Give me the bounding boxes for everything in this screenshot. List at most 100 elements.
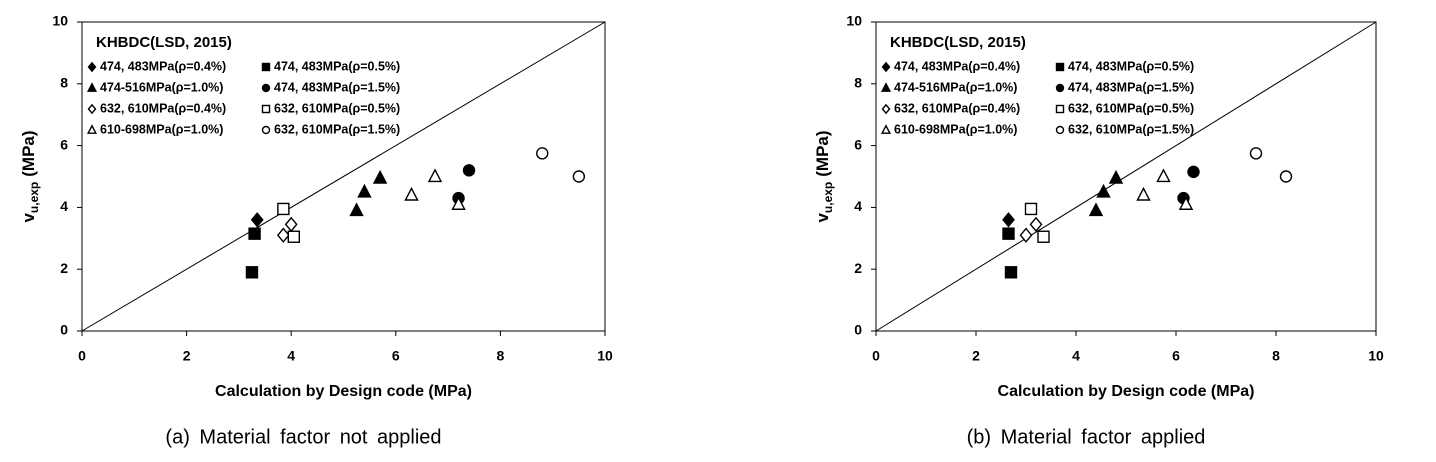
legend-label: 474-516MPa(ρ=1.0%) — [894, 80, 1017, 94]
plot-frame — [875, 21, 1377, 332]
data-point — [427, 168, 443, 183]
legend-label: 474, 483MPa(ρ=0.5%) — [274, 59, 400, 73]
y-label-main: v — [19, 213, 38, 223]
legend-label: 632, 610MPa(ρ=0.5%) — [274, 101, 400, 115]
x-tick-label: 0 — [78, 348, 86, 364]
legend-marker — [880, 82, 892, 92]
x-tick-label: 2 — [972, 348, 980, 364]
y-label-unit: (MPa) — [19, 130, 38, 176]
legend-marker — [86, 124, 98, 134]
data-point — [1178, 196, 1194, 210]
data-point — [1136, 186, 1151, 201]
data-point — [276, 227, 290, 243]
data-point — [1279, 170, 1293, 183]
legend-label: 632, 610MPa(ρ=1.5%) — [274, 122, 400, 136]
data-point — [1019, 227, 1033, 243]
data-point — [357, 183, 372, 198]
legend-marker — [261, 125, 271, 135]
legend-marker — [87, 61, 97, 73]
legend-label: 610-698MPa(ρ=1.0%) — [100, 122, 223, 136]
legend-marker — [1055, 62, 1065, 72]
y-label-sub: u,exp — [27, 182, 41, 213]
legend-marker — [1055, 83, 1065, 93]
legend-label: 632, 610MPa(ρ=0.5%) — [1068, 101, 1194, 115]
y-tick-label: 2 — [60, 260, 68, 276]
y-tick-label: 0 — [854, 322, 862, 338]
data-point — [277, 202, 290, 216]
x-tick-label: 4 — [1072, 348, 1080, 364]
data-point — [1002, 212, 1015, 228]
y-tick-label: 6 — [60, 136, 68, 152]
data-point — [1108, 169, 1124, 184]
reference-line — [81, 21, 606, 332]
y-tick-label: 10 — [846, 13, 862, 29]
legend-label: 610-698MPa(ρ=1.0%) — [894, 122, 1017, 136]
x-axis-label: Calculation by Design code (MPa) — [215, 383, 472, 400]
x-tick-label: 10 — [1368, 348, 1384, 364]
x-tick-label: 2 — [183, 348, 191, 364]
data-point — [1249, 147, 1263, 160]
data-point — [349, 202, 364, 217]
y-tick-label: 0 — [60, 322, 68, 338]
data-point — [1024, 202, 1038, 216]
legend-label: 632, 610MPa(ρ=0.4%) — [100, 101, 226, 115]
legend-marker — [881, 103, 891, 115]
data-point — [287, 230, 301, 243]
legend-marker — [1055, 125, 1065, 135]
data-point — [372, 169, 388, 184]
caption: (a) Material factor not applied — [165, 426, 441, 448]
legend-label: 474, 483MPa(ρ=1.5%) — [274, 80, 400, 94]
data-point — [1029, 216, 1043, 233]
y-tick-label: 4 — [854, 198, 862, 214]
x-tick-label: 0 — [872, 348, 880, 364]
legend-label: 632, 610MPa(ρ=0.4%) — [894, 101, 1020, 115]
legend-marker — [86, 82, 98, 92]
y-axis-label: vu,exp (MPa) — [813, 130, 835, 222]
data-point — [1004, 266, 1018, 279]
data-point — [1037, 230, 1050, 243]
legend-marker — [261, 104, 271, 114]
y-tick-label: 10 — [52, 13, 68, 29]
x-tick-label: 4 — [287, 348, 295, 364]
data-point — [451, 196, 466, 210]
data-point — [284, 216, 298, 233]
legend-marker — [261, 62, 271, 72]
data-point — [462, 164, 476, 177]
legend-label: 632, 610MPa(ρ=1.5%) — [1068, 122, 1194, 136]
y-label-unit: (MPa) — [813, 130, 832, 176]
legend-label: 474, 483MPa(ρ=0.4%) — [100, 59, 226, 73]
x-tick-label: 10 — [597, 348, 613, 364]
legend-marker — [880, 124, 892, 134]
x-tick-label: 8 — [1272, 348, 1280, 364]
legend-label: 474, 483MPa(ρ=1.5%) — [1068, 80, 1194, 94]
data-point — [245, 266, 259, 279]
legend-marker — [261, 83, 271, 93]
y-tick-label: 8 — [854, 75, 862, 91]
x-tick-label: 6 — [392, 348, 400, 364]
legend-label: 474, 483MPa(ρ=0.5%) — [1068, 59, 1194, 73]
y-tick-label: 4 — [60, 198, 68, 214]
y-label-sub: u,exp — [821, 182, 835, 213]
x-axis-label: Calculation by Design code (MPa) — [998, 383, 1255, 400]
x-tick-label: 8 — [497, 348, 505, 364]
reference-line — [875, 21, 1377, 332]
caption: (b) Material factor applied — [967, 426, 1206, 448]
plot-frame — [81, 21, 606, 332]
y-label-main: v — [813, 213, 832, 223]
legend-title: KHBDC(LSD, 2015) — [890, 34, 1026, 51]
data-point — [1002, 227, 1015, 240]
data-point — [1187, 165, 1200, 179]
legend-label: 474, 483MPa(ρ=0.4%) — [894, 59, 1020, 73]
y-axis-label: vu,exp (MPa) — [19, 130, 41, 222]
legend-marker — [1055, 104, 1065, 114]
x-tick-label: 6 — [1172, 348, 1180, 364]
data-point — [250, 212, 264, 228]
y-tick-label: 2 — [854, 260, 862, 276]
data-point — [572, 170, 586, 183]
data-point — [404, 186, 419, 201]
legend-marker — [87, 103, 97, 115]
data-point — [1156, 168, 1171, 183]
data-point — [536, 147, 549, 160]
data-point — [1096, 183, 1111, 198]
